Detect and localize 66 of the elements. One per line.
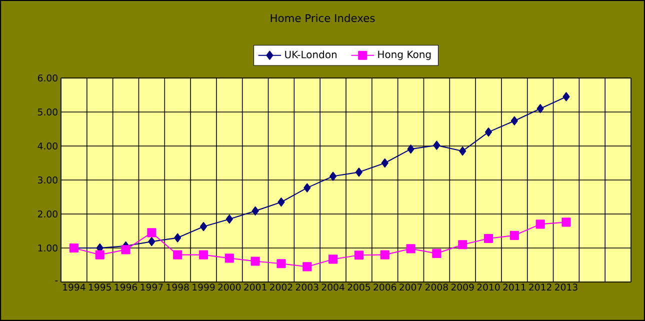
legend-label: Hong Kong	[378, 50, 431, 60]
point	[302, 262, 312, 272]
point	[484, 234, 494, 244]
point	[406, 244, 416, 254]
point	[562, 218, 571, 227]
point	[354, 250, 364, 260]
x-tick-label: 1996	[114, 284, 138, 291]
point	[536, 220, 545, 229]
x-tick-label: 2000	[218, 284, 241, 291]
point	[174, 233, 182, 242]
point	[252, 206, 259, 216]
point	[407, 144, 414, 154]
point	[304, 183, 311, 192]
point	[432, 248, 442, 258]
point	[510, 230, 519, 240]
point	[276, 259, 286, 268]
point	[484, 128, 492, 137]
x-tick-label: 2001	[244, 284, 266, 291]
point	[224, 254, 234, 263]
x-tick-label: 2011	[503, 284, 526, 291]
point	[250, 256, 260, 266]
point	[328, 254, 338, 264]
x-tick-label: 1998	[166, 284, 189, 291]
x-tick-label: 1994	[63, 284, 86, 291]
x-tick-label: 2002	[270, 284, 292, 291]
point	[380, 250, 390, 260]
point	[510, 116, 518, 126]
x-tick-label: 2010	[477, 284, 500, 291]
point	[330, 172, 337, 181]
point	[147, 228, 156, 238]
x-tick-label: 2005	[348, 284, 370, 291]
x-tick-label: 1999	[192, 284, 215, 291]
y-tick-label: 6.00	[38, 74, 58, 82]
y-tick-label: 4.00	[38, 142, 58, 150]
x-tick-label: 2008	[426, 284, 448, 291]
y-tick-label: 2.00	[38, 210, 58, 218]
x-tick-label: 2003	[296, 284, 318, 291]
x-tick-label: 1995	[89, 284, 111, 291]
x-tick-label: 2007	[400, 284, 422, 291]
y-tick-label: -	[55, 280, 58, 282]
y-tick-label: 1.00	[38, 244, 58, 252]
x-tick-label: 1997	[140, 284, 163, 291]
point	[198, 250, 208, 260]
x-tick-label: 2006	[374, 284, 396, 291]
y-tick-label: 3.00	[38, 176, 58, 184]
chart-title: Home Price Indexes	[270, 14, 375, 22]
point	[148, 237, 156, 246]
point	[459, 146, 466, 156]
point	[226, 214, 233, 224]
x-tick-label: 2004	[322, 284, 344, 291]
point	[121, 245, 130, 254]
point	[562, 92, 570, 102]
x-tick-label: 2009	[451, 284, 474, 291]
point	[95, 250, 104, 260]
point	[173, 250, 182, 260]
point	[355, 168, 362, 177]
point	[433, 140, 440, 150]
y-tick-label: 5.00	[38, 108, 58, 116]
legend-label: UK-London	[285, 50, 337, 58]
x-tick-label: 2013	[555, 284, 578, 291]
point	[458, 240, 468, 250]
point	[381, 158, 388, 168]
point	[536, 104, 544, 114]
point	[278, 198, 285, 207]
point	[200, 222, 208, 232]
x-tick-label: 2012	[529, 284, 552, 291]
